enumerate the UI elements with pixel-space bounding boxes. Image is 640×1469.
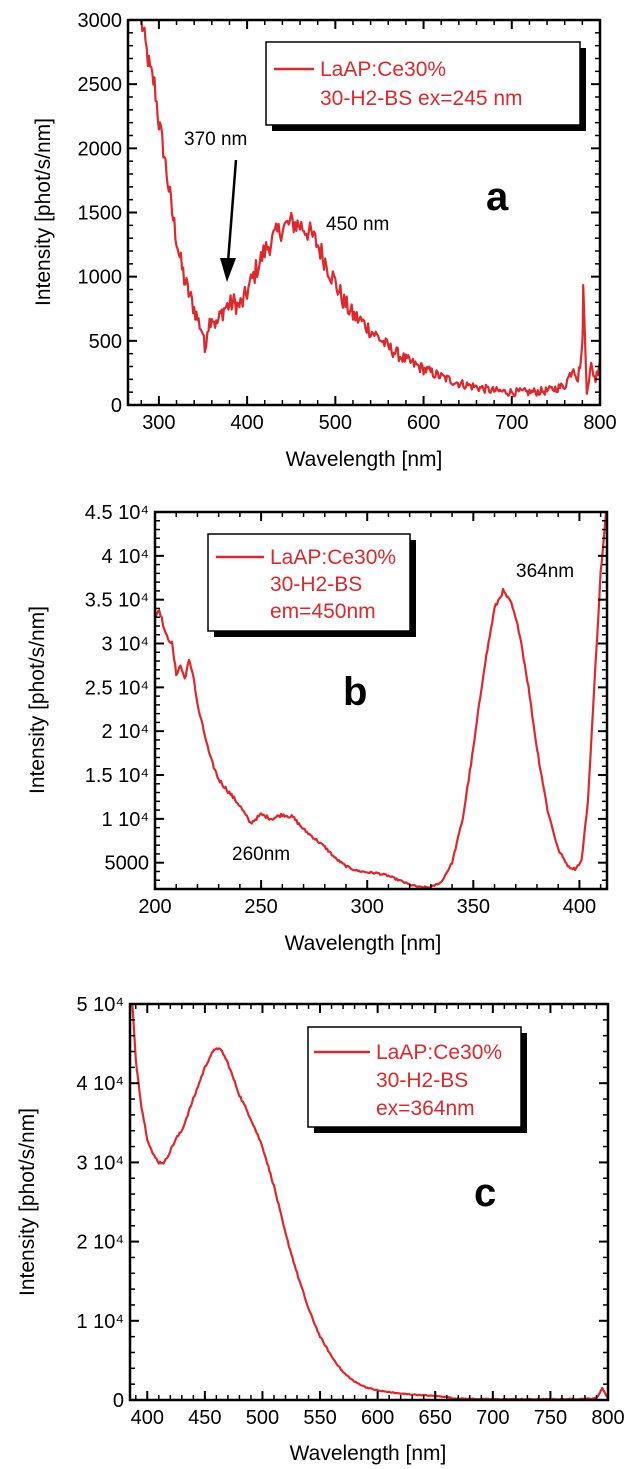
- panel-a-xtick-label: 800: [583, 412, 616, 434]
- panel-b-xlabel: Wavelength [nm]: [285, 932, 442, 955]
- panel-b-data: [155, 512, 607, 889]
- panel-b-frame: [153, 510, 609, 891]
- panel-b-legend: LaAP:Ce30% 30-H2-BS em=450nm: [207, 533, 416, 637]
- panel-b-xtick-label: 250: [244, 896, 277, 918]
- panel-b-legend-entry-1: LaAP:Ce30%: [270, 546, 396, 569]
- panel-a-xtick-label: 400: [230, 412, 263, 434]
- panel-c-ylabel: Intensity [phot/s/nm]: [16, 1108, 39, 1296]
- panel-b-xtick-label: 200: [138, 896, 171, 918]
- panel-a-ytick-label: 500: [89, 331, 122, 353]
- panel-b-xtick-label: 400: [563, 896, 596, 918]
- panel-a-xtick-label: 600: [407, 412, 440, 434]
- panel-b-ytick-label: 1 10⁴: [101, 809, 149, 831]
- panel-b-annotation-364: 364nm: [516, 561, 574, 582]
- panel-c-legend-entry-1: LaAP:Ce30%: [376, 1041, 502, 1064]
- panel-b-ytick-label: 3 10⁴: [101, 634, 149, 656]
- panel-b-ytick-label: 2.5 10⁴: [85, 677, 149, 699]
- panel-c-xlabel: Wavelength [nm]: [290, 1442, 447, 1465]
- panel-b-series-line: [155, 512, 607, 889]
- panel-c-xtick-label: 550: [303, 1407, 336, 1429]
- panel-a-arrow-shaft: [226, 159, 238, 263]
- panel-c-ytick-label: 5 10⁴: [76, 994, 124, 1016]
- panel-b-xtick-label: 300: [351, 896, 384, 918]
- panel-c-legend-entry-2: 30-H2-BS: [376, 1069, 468, 1092]
- panel-c-xtick-label: 500: [246, 1407, 279, 1429]
- panel-c-ytick-label: 1 10⁴: [76, 1311, 124, 1333]
- panel-c-ytick-label: 4 10⁴: [76, 1073, 124, 1095]
- panel-b-label: b: [343, 670, 367, 714]
- panel-c-ytick-label: 2 10⁴: [76, 1232, 124, 1254]
- panel-c-ytick-label: 0: [113, 1390, 124, 1412]
- panel-a-xtick-label: 700: [495, 412, 528, 434]
- panel-c-legend-entry-3: ex=364nm: [376, 1097, 475, 1120]
- panel-c-legend-box: [307, 1026, 522, 1128]
- panel-a: 300 400 500 600 700 800 0 500 1000 1500 2000 2500 30…: [32, 10, 617, 471]
- panel-b: 200 250 300 350 400 5000 1 10⁴ 1.5 10⁴ 2 10⁴ 2.5 …: [26, 502, 609, 955]
- panel-a-legend: LaAP:Ce30% 30-H2-BS ex=245 nm: [265, 41, 586, 131]
- panel-b-annotation-260: 260nm: [232, 844, 290, 865]
- panel-c-xtick-label: 650: [419, 1407, 452, 1429]
- panel-a-xlabel: Wavelength [nm]: [286, 448, 443, 471]
- panel-c-xtick-label: 800: [591, 1407, 624, 1429]
- panel-b-legend-entry-3: em=450nm: [270, 600, 376, 623]
- panel-a-annotation-370: 370 nm: [184, 129, 247, 150]
- panel-c-frame: [128, 1002, 610, 1402]
- panel-a-ytick-label: 1500: [78, 203, 123, 225]
- panel-b-ytick-label: 4 10⁴: [101, 546, 149, 568]
- panel-b-ytick-label: 3.5 10⁴: [85, 590, 149, 612]
- panel-a-arrow-head: [220, 258, 236, 282]
- panel-c-legend: LaAP:Ce30% 30-H2-BS ex=364nm: [307, 1026, 527, 1133]
- panel-a-ytick-label: 2000: [78, 138, 123, 160]
- panel-b-legend-box: [207, 533, 411, 632]
- panel-b-legend-entry-2: 30-H2-BS: [270, 573, 362, 596]
- panel-c-xtick-label: 450: [188, 1407, 221, 1429]
- panel-b-ytick-label: 1.5 10⁴: [85, 765, 149, 787]
- panel-b-ylabel: Intensity [phot/s/nm]: [26, 606, 49, 794]
- panel-c-xtick-label: 600: [361, 1407, 394, 1429]
- panel-b-ytick-label: 4.5 10⁴: [85, 502, 149, 524]
- panel-a-ytick-label: 1000: [78, 267, 123, 289]
- panel-a-xtick-label: 300: [142, 412, 175, 434]
- panel-a-ytick-label: 3000: [78, 10, 123, 32]
- panel-a-legend-entry-2: 30-H2-BS ex=245 nm: [320, 87, 523, 110]
- panel-a-ytick-label: 2500: [78, 74, 123, 96]
- panel-b-ytick-label: 2 10⁴: [101, 721, 149, 743]
- panel-b-xtick-label: 350: [457, 896, 490, 918]
- panel-a-label: a: [486, 175, 509, 219]
- panel-a-ylabel: Intensity [phot/s/nm]: [32, 118, 55, 306]
- panel-a-annotation-450: 450 nm: [326, 214, 389, 235]
- panel-c-ytick-label: 3 10⁴: [76, 1152, 124, 1174]
- panel-b-ticks: 200 250 300 350 400 5000 1 10⁴ 1.5 10⁴ 2 10⁴ 2.5 …: [85, 502, 607, 918]
- panel-a-data: [140, 20, 600, 398]
- panel-c-label: c: [474, 1171, 496, 1215]
- panel-a-xtick-label: 500: [319, 412, 352, 434]
- panel-c-xtick-label: 400: [131, 1407, 164, 1429]
- panel-a-ytick-label: 0: [111, 395, 122, 417]
- panel-c-ticks: 400 450 500 550 600 650 700 750 800 0 1 10⁴ 2 10⁴ 3 …: [76, 994, 624, 1429]
- panel-a-ticks: 300 400 500 600 700 800 0 500 1000 1500 2000 2500 30…: [78, 10, 617, 434]
- panel-a-legend-box: [265, 41, 581, 126]
- panel-c: 400 450 500 550 600 650 700 750 800 0 1 10⁴ 2 10⁴ 3 …: [16, 994, 625, 1465]
- panel-a-series-line: [140, 20, 600, 398]
- panel-c-xtick-label: 750: [534, 1407, 567, 1429]
- panel-b-ytick-label: 5000: [105, 853, 150, 875]
- panel-c-xtick-label: 700: [476, 1407, 509, 1429]
- panel-a-legend-entry-1: LaAP:Ce30%: [320, 58, 446, 81]
